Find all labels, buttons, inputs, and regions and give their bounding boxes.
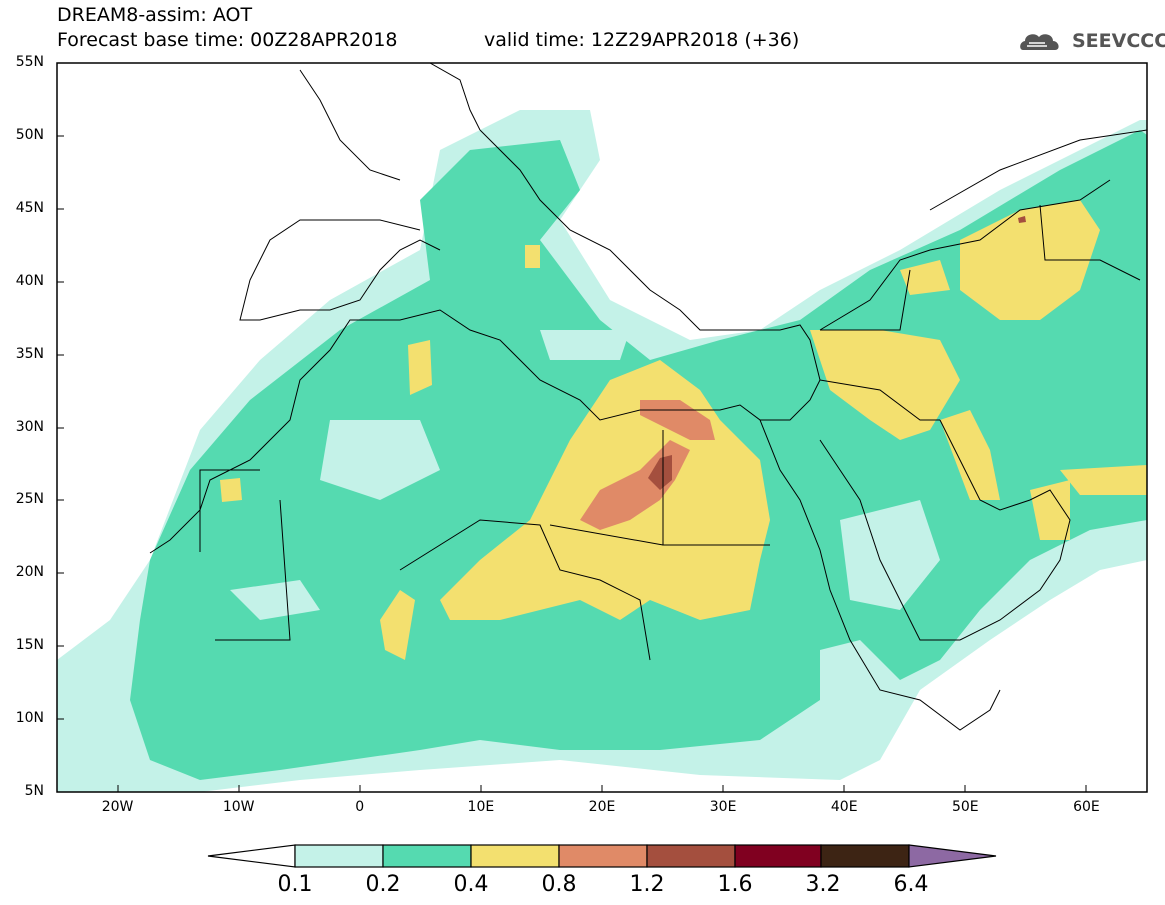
lon-label: 50E (951, 799, 979, 815)
colorbar-level-label: 1.2 (629, 872, 665, 897)
lon-label: 30E (709, 799, 737, 815)
lat-label: 20N (15, 564, 44, 581)
colorbar-high-arrow (908, 844, 997, 868)
title-product: DREAM8-assim: AOT (57, 4, 253, 26)
lon-label: 0 (355, 799, 365, 815)
cloud-icon (1020, 34, 1059, 50)
lon-label: 10E (467, 799, 495, 815)
coastlines (149, 63, 1147, 731)
colorbar-level-label: 0.2 (365, 872, 401, 897)
logo-text: SEEVCCC (1072, 30, 1165, 52)
colorbar-level-label: 6.4 (893, 872, 929, 897)
lat-label: 30N (15, 418, 44, 435)
colorbar (207, 844, 997, 868)
lon-label: 60E (1073, 799, 1100, 815)
lat-label: 40N (15, 272, 44, 289)
lat-label: 15N (15, 637, 44, 654)
lat-label: 55N (15, 54, 44, 70)
colorbar-level-label: 3.2 (805, 872, 841, 897)
lon-label: 20E (588, 799, 616, 815)
lat-label: 10N (15, 710, 44, 727)
lon-label: 10W (222, 799, 255, 815)
colorbar-level-label: 0.8 (541, 872, 577, 897)
aot-band-1.2 (648, 455, 672, 490)
colorbar-low-arrow (207, 844, 296, 868)
lat-label: 25N (15, 491, 44, 508)
colorbar-level-label: 0.4 (453, 872, 489, 897)
lon-label: 40E (830, 799, 858, 815)
lat-label: 50N (15, 126, 44, 143)
colorbar-level-label: 0.1 (277, 872, 313, 897)
lat-label: 35N (15, 345, 44, 362)
lat-label: 45N (15, 199, 44, 216)
lat-label: 5N (24, 783, 44, 799)
title-base-time: Forecast base time: 00Z28APR2018 (57, 29, 398, 51)
colorbar-level-label: 1.6 (717, 872, 753, 897)
lon-label: 20W (101, 799, 134, 815)
axis-ticks (57, 62, 1087, 792)
title-valid-time: valid time: 12Z29APR2018 (+36) (484, 29, 800, 51)
